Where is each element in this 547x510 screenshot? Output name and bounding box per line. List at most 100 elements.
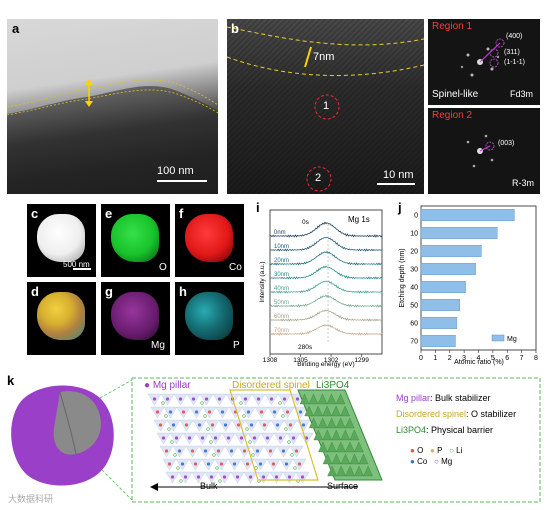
legend-lp-name: Li3PO4 (396, 425, 427, 435)
bar-xtick-label-7: 7 (520, 355, 524, 362)
fft-1-pattern (460, 38, 505, 77)
panel-g-element: Mg (151, 340, 165, 351)
xps-xtick-label-1305: 1305 (293, 357, 308, 364)
legend-sp-name: Disordered spinel (396, 409, 467, 419)
xps-series-0nm (269, 221, 383, 238)
xps-xtick-label-1302: 1302 (324, 357, 339, 364)
fft-1-group: Fd3m (510, 89, 534, 99)
xps-end: 280s (298, 344, 313, 351)
fft-1-phase: Spinel-like (432, 89, 479, 100)
panel-b-overlay (227, 26, 424, 192)
panel-a-label: a (12, 21, 20, 36)
panel-c-label: c (31, 206, 39, 221)
xps-series-60nm (269, 309, 383, 322)
xps-series-40nm (269, 280, 383, 294)
k-header-spinel: Disordered spinel (232, 380, 310, 391)
bar-ytick-label-40: 40 (410, 285, 418, 292)
xps-series-70nm (269, 324, 383, 336)
bar-ytick-label-20: 20 (410, 249, 418, 256)
xps-series-label-60nm: 60nm (274, 314, 289, 320)
bar-20 (420, 245, 482, 257)
atom-legend: ● O ● P ○ Li ● Co ○ Mg (410, 445, 462, 467)
bulk-label: Bulk (200, 481, 218, 491)
zoom-line-bottom (101, 469, 133, 501)
bar-xtick-label-1: 1 (433, 355, 437, 362)
bar-60 (420, 317, 458, 329)
bar-chart: 0 1 2 3 4 5 6 7 8 0 10 20 30 40 50 60 70 Atomic ratio (… (399, 205, 538, 366)
xps-frame (269, 209, 383, 355)
bar-0 (420, 209, 515, 221)
particle-overlay (37, 292, 85, 340)
panel-b-thickness: 7nm (313, 51, 335, 63)
bar-legend-text: Mg (507, 336, 517, 343)
xps-series-label-10nm: 10nm (274, 244, 289, 250)
xps-xlabel: Binding energy (eV) (297, 361, 354, 368)
fft-1-spot-311: (311) (504, 49, 520, 56)
legend-mg-name: Mg pillar (396, 393, 431, 403)
xps-xtick-label-1299: 1299 (354, 357, 369, 364)
atom-co: ● Co (410, 457, 428, 466)
panel-g-label: g (105, 284, 113, 299)
fft-1-spot-1-1-1: (1-1-1) (504, 59, 526, 66)
particle-core (53, 391, 101, 455)
panel-e-element: O (159, 262, 167, 273)
bar-70 (420, 335, 456, 347)
surface-label: Surface (327, 481, 359, 491)
panel-a-overlay (7, 79, 218, 194)
bar-xtick-label-0: 0 (419, 355, 423, 362)
panel-e-label: e (105, 206, 113, 221)
panel-a-tem: a 100 nm (7, 19, 218, 194)
xps-series-label-0nm: 0nm (274, 230, 286, 236)
xps-series-label-20nm: 20nm (274, 258, 289, 264)
legend-li3po4: Li3PO4: Physical barrier (396, 424, 516, 437)
fft-2-region-label: Region 2 (432, 110, 473, 121)
xps-ylabel: Intensity (a.u.) (259, 261, 266, 302)
xps-start: 0s (302, 219, 310, 226)
bar-ytick-label-60: 60 (410, 321, 418, 328)
atom-p: ● P (429, 446, 443, 455)
panel-f-label: f (179, 206, 184, 221)
panel-h-element: P (233, 340, 240, 351)
k-header-mg-text: Mg pillar (152, 380, 191, 391)
fft-region-1: Region 1 (400) (311) (1-1-1) Spinel-like… (428, 19, 540, 105)
particle-o (111, 214, 159, 262)
panel-d-overlay-map: d (27, 282, 96, 355)
k-header-li3po4: Li3PO4 (316, 380, 350, 391)
panel-b-region-2: 2 (315, 172, 322, 184)
xps-series-label-40nm: 40nm (274, 286, 289, 292)
xps-series-label-50nm: 50nm (274, 300, 289, 306)
bar-ytick-label-50: 50 (410, 303, 418, 310)
panel-f-element: Co (229, 262, 242, 273)
bar-30 (420, 263, 476, 275)
panel-c-haadf: c 500 nm (27, 204, 96, 277)
panel-k-label: k (7, 373, 15, 388)
panel-i-label: i (256, 200, 260, 215)
panel-c-scale-line (73, 268, 91, 270)
spinel-box (229, 389, 319, 481)
xps-title: Mg 1s (348, 215, 370, 224)
legend-lp-desc: : Physical barrier (426, 425, 494, 435)
panel-b-scale-bar: 10 nm (383, 169, 414, 181)
atom-o: ● O (410, 446, 424, 455)
fft-1-spot-400: (400) (506, 33, 523, 40)
panel-f-co-map: f Co (175, 204, 244, 277)
fft-2-spot-003: (003) (498, 140, 515, 147)
bar-ytick-label-70: 70 (410, 339, 418, 346)
particle-co (185, 214, 233, 262)
xps-series-10nm (270, 237, 383, 252)
k-header-mg: ● Mg pillar (144, 380, 191, 391)
watermark: 大数据科研 (8, 494, 54, 504)
particle-haadf (37, 214, 85, 262)
schematic (11, 377, 541, 503)
bar-ytick-label-10: 10 (410, 231, 418, 238)
legend-mg: Mg pillar: Bulk stabilizer (396, 392, 516, 405)
panel-e-o-map: e O (101, 204, 170, 277)
panel-j-label: j (398, 200, 402, 215)
zoom-line-top (99, 379, 133, 399)
bar-ytick-label-30: 30 (410, 267, 418, 274)
panel-d-label: d (31, 284, 39, 299)
xps-series-20nm (269, 250, 383, 266)
bar-xlabel: Atomic ratio (%) (454, 359, 504, 366)
bar-40 (420, 281, 466, 293)
fft-2-group: R-3m (512, 178, 534, 188)
